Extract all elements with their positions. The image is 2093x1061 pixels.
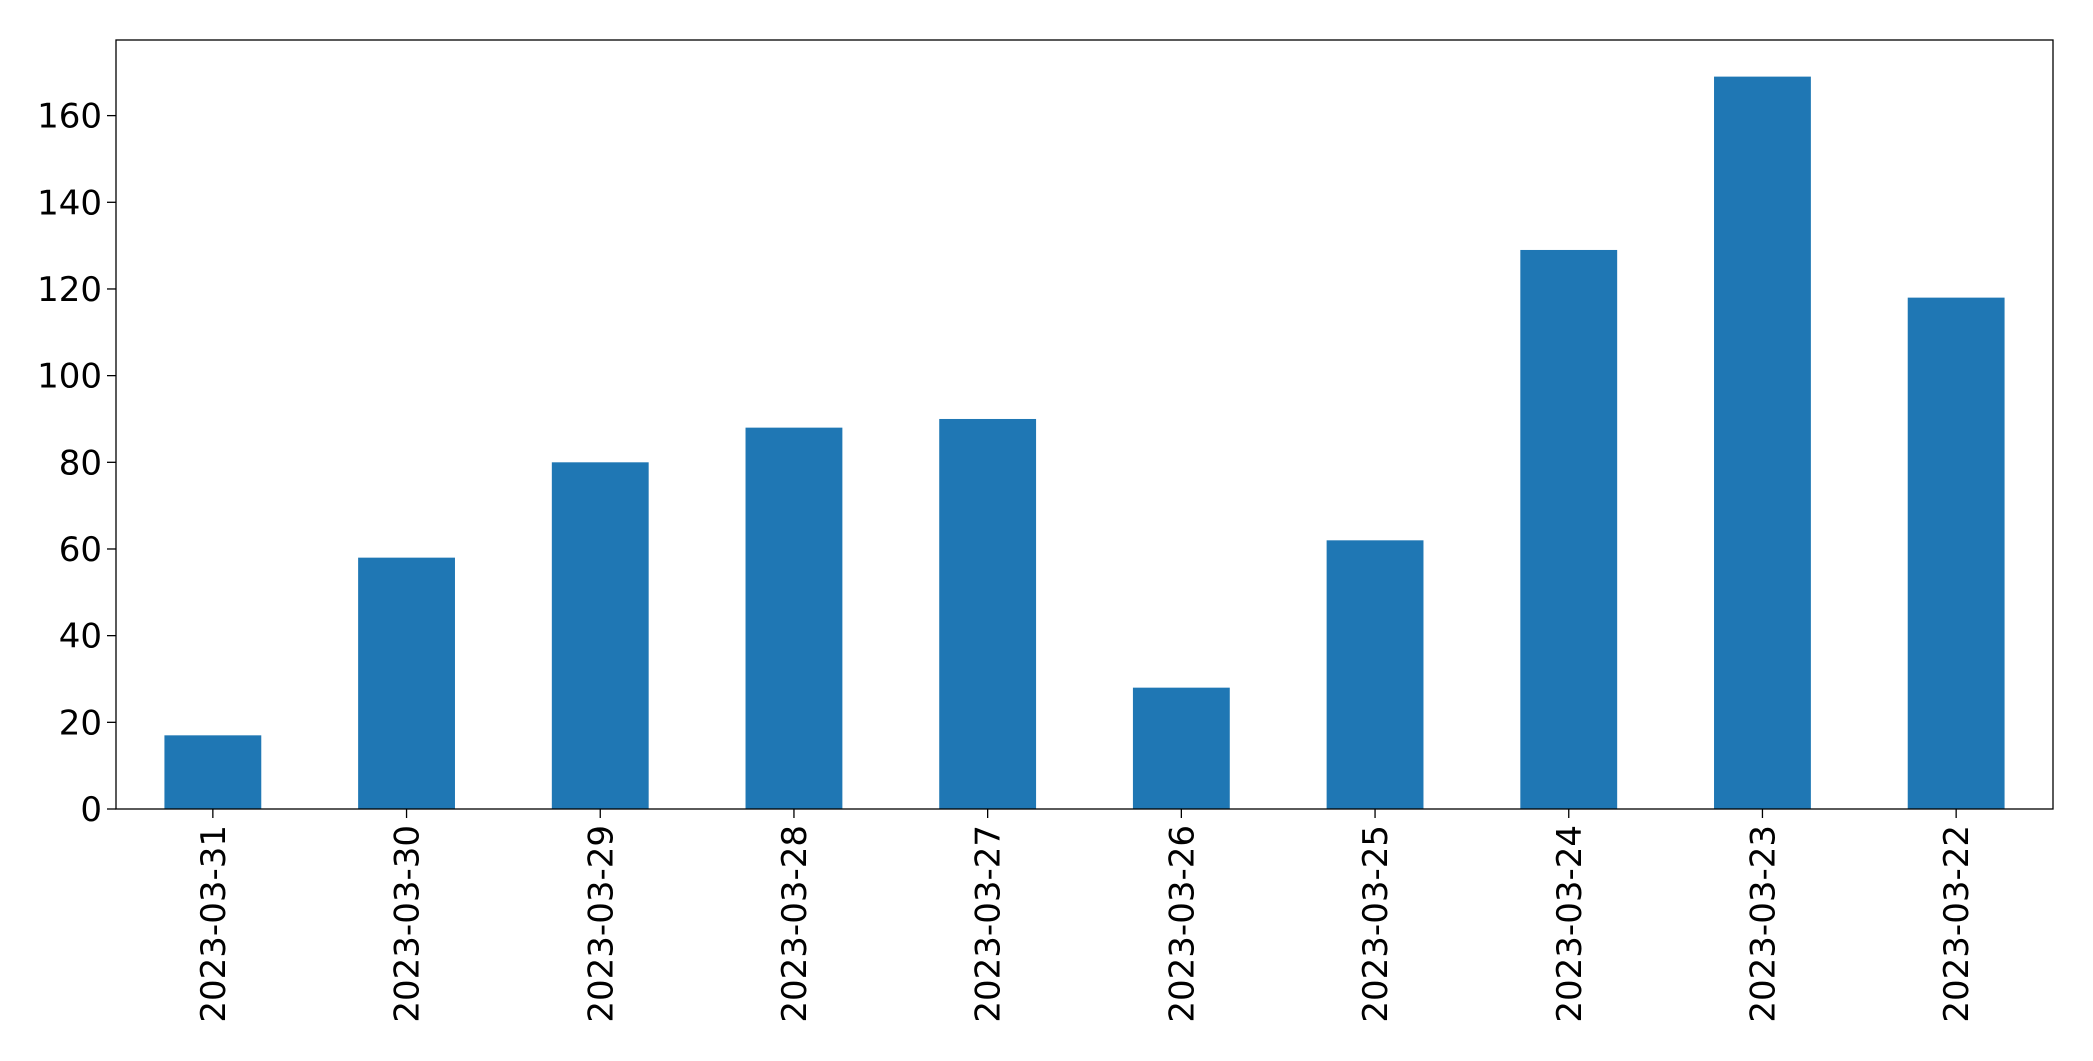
x-tick-label: 2023-03-25	[1356, 825, 1396, 1023]
y-tick-label: 100	[37, 357, 102, 397]
bar	[1714, 76, 1811, 810]
x-tick-label: 2023-03-30	[388, 825, 428, 1023]
y-tick-label: 140	[37, 183, 102, 223]
bar	[1907, 297, 2005, 809]
x-tick-label: 2023-03-28	[775, 825, 815, 1023]
bar	[551, 462, 649, 809]
x-tick-label: 2023-03-26	[1162, 825, 1202, 1023]
x-tick-label: 2023-03-29	[581, 825, 621, 1023]
bar	[1132, 687, 1230, 809]
bar	[358, 557, 455, 809]
bar	[164, 735, 262, 809]
y-tick-label: 40	[59, 617, 102, 657]
x-tick-label: 2023-03-22	[1937, 825, 1977, 1023]
x-tick-label: 2023-03-27	[969, 825, 1009, 1023]
x-tick-label: 2023-03-31	[194, 825, 234, 1023]
bar	[745, 427, 843, 809]
y-tick-label: 160	[37, 97, 102, 137]
y-tick-label: 0	[80, 790, 102, 830]
y-tick-label: 120	[37, 270, 102, 310]
x-tick-label: 2023-03-24	[1550, 825, 1590, 1023]
x-tick-label: 2023-03-23	[1743, 825, 1783, 1023]
bar	[1326, 540, 1424, 809]
bar	[939, 418, 1037, 809]
plot-frame	[115, 39, 2054, 810]
y-tick-label: 60	[59, 530, 102, 570]
y-tick-label: 20	[59, 703, 102, 743]
bar	[1520, 249, 1618, 810]
y-tick-label: 80	[59, 443, 102, 483]
